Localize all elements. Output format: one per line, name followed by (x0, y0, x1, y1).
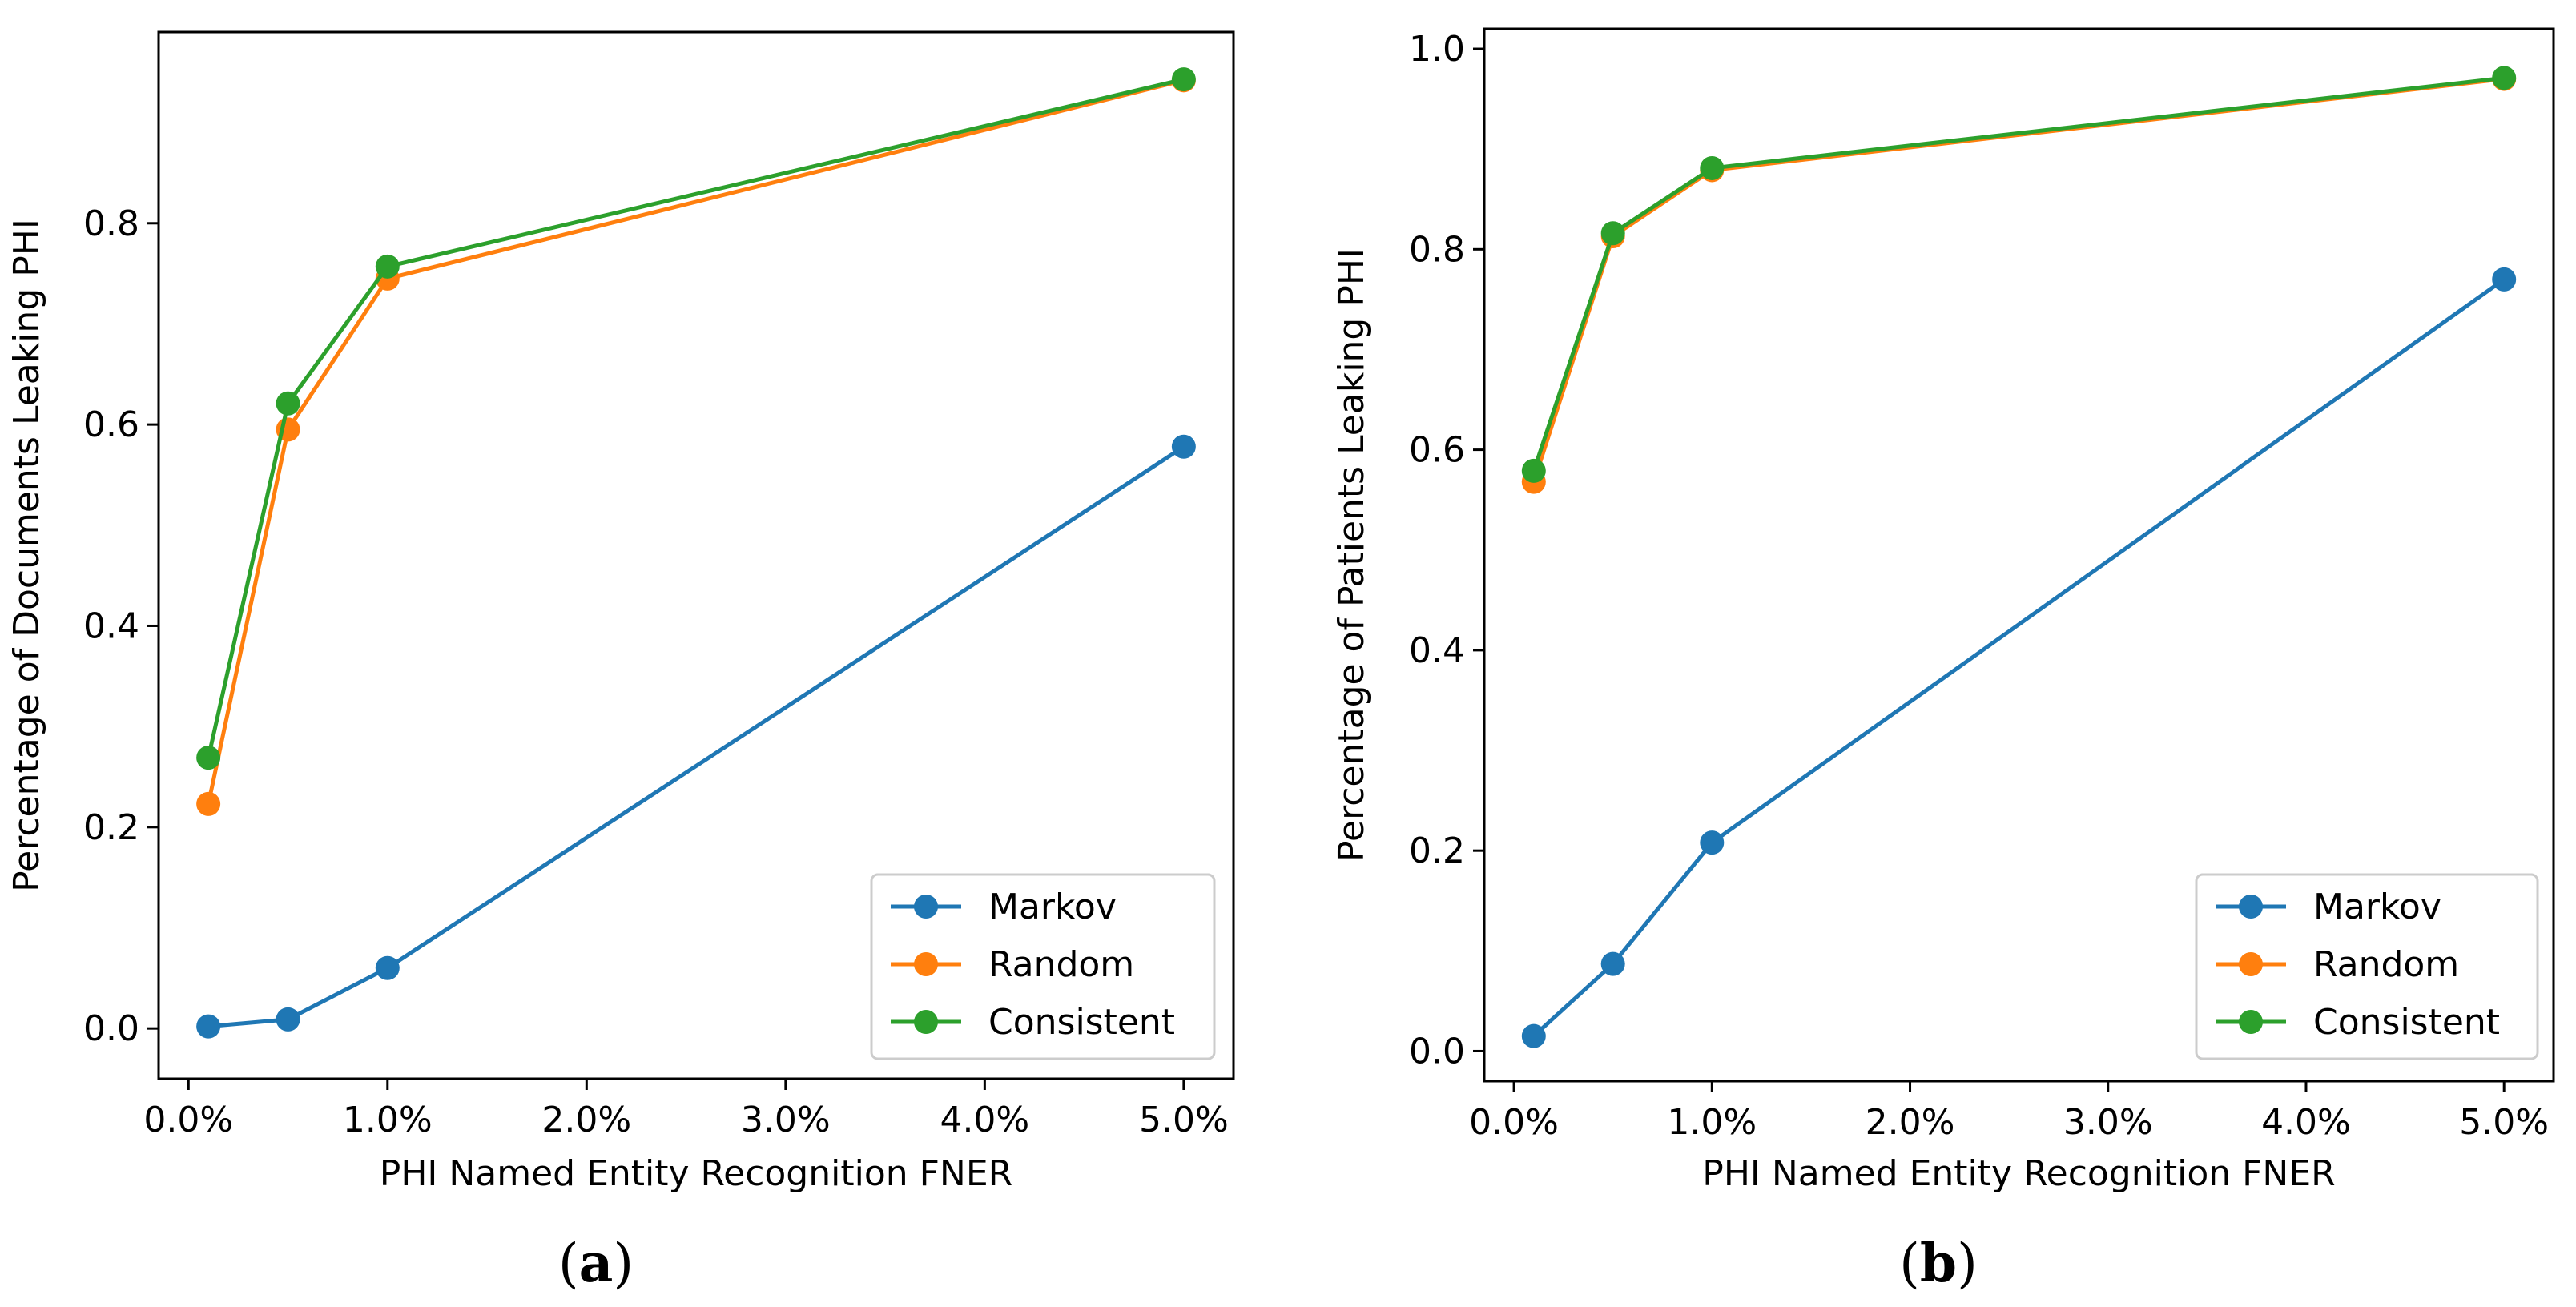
panel-b-ytick-label-1: 0.2 (1409, 830, 1465, 871)
panel-b-caption: (b) (1899, 1232, 1978, 1294)
panel-a-legend-consistent-marker (914, 1010, 938, 1034)
panel-a-xtick-label-0: 0.0% (143, 1100, 233, 1140)
panel-a-series-random-line (206, 78, 1185, 805)
panel-b-series-consistent-line (1532, 75, 2505, 472)
panel-a-ytick-label-0: 0.0 (83, 1008, 139, 1049)
panel-b-xlabel: PHI Named Entity Recognition FNER (1702, 1153, 2335, 1194)
panel-a-series-markov-line (207, 444, 1185, 1029)
panel-b-series-consistent-point-3 (2492, 66, 2517, 90)
panel-a-legend-consistent-label: Consistent (988, 1002, 1175, 1043)
panel-b-xtick-label-2: 2.0% (1866, 1102, 1955, 1143)
panel-b-ytick-label-4: 0.8 (1409, 229, 1465, 270)
panel-a-xlabel: PHI Named Entity Recognition FNER (380, 1153, 1012, 1194)
panel-b-xtick-label-0: 0.0% (1469, 1102, 1559, 1143)
panel-b-series-consistent-point-2 (1700, 155, 1725, 180)
panel-b-series-consistent-point-0 (1521, 458, 1546, 483)
panel-b-ytick-label-3: 0.6 (1409, 430, 1465, 471)
panel-a-ytick-label-4: 0.8 (83, 203, 139, 244)
panel-a-ytick-label-2: 0.4 (83, 605, 139, 646)
panel-a-series-consistent-point-1 (276, 391, 300, 416)
panel-a-legend-random-marker (914, 952, 938, 976)
panel-a-ytick-label-1: 0.2 (83, 807, 139, 848)
panel-a-legend-box (870, 873, 1216, 1060)
panel-b-legend-box (2195, 873, 2539, 1060)
panel-b-xtick-label-4: 4.0% (2261, 1102, 2351, 1143)
panel-b-legend-random-label: Random (2313, 944, 2459, 985)
panel-b-series-markov-point-1 (1600, 951, 1625, 976)
panel-a-caption: (a) (558, 1232, 634, 1294)
panel-b-legend-random-marker (2239, 952, 2263, 976)
panel-a-series-consistent-point-0 (196, 746, 221, 770)
panel-b-legend-markov-label: Markov (2313, 887, 2441, 927)
panel-a-xtick-label-3: 3.0% (741, 1100, 831, 1140)
panel-b: 0.0% 1.0% 2.0% 3.0% 4.0% 5.0% 0.0 0.2 0.4 0.6 0.8 1… (1331, 27, 2555, 1294)
panel-a-axes-frame (157, 30, 1235, 1080)
panel-a-legend-random-label: Random (988, 944, 1134, 985)
panel-a-series-markov-point-2 (375, 955, 400, 980)
panel-a-series-markov-point-0 (196, 1014, 221, 1039)
panel-b-series-markov-point-0 (1521, 1023, 1546, 1048)
panel-b-ytick-label-5: 1.0 (1409, 29, 1465, 70)
panel-a-legend-markov-label: Markov (988, 887, 1117, 927)
panel-b-axes-frame (1483, 27, 2555, 1083)
panel-b-legend-consistent-label: Consistent (2313, 1002, 2500, 1043)
panel-a-ylabel: Percentage of Documents Leaking PHI (6, 219, 47, 892)
panel-a-series-markov-point-3 (1171, 434, 1196, 459)
panel-b-xtick-label-3: 3.0% (2063, 1102, 2153, 1143)
panel-b-series-markov-point-2 (1700, 830, 1725, 855)
panel-b-legend-consistent-marker (2239, 1010, 2263, 1034)
panel-b-series-random-line (1532, 77, 2505, 483)
panel-a-series-markov-point-1 (276, 1007, 300, 1032)
panel-a-series-consistent-point-2 (375, 254, 400, 279)
panel-a-ytick-label-3: 0.6 (83, 404, 139, 445)
panel-a-xtick-label-4: 4.0% (940, 1100, 1029, 1140)
panel-a: 0.0% 1.0% 2.0% 3.0% 4.0% 5.0% 0.0 0.2 0.4 0.6 0.8 P… (6, 30, 1235, 1294)
panel-b-xtick-label-1: 1.0% (1667, 1102, 1757, 1143)
panel-b-series-markov-line (1532, 277, 2506, 1038)
panel-b-ytick-label-0: 0.0 (1409, 1031, 1465, 1072)
panel-a-series-consistent-line (206, 77, 1185, 758)
panel-a-series-random-point-0 (196, 791, 221, 816)
panel-b-ytick-label-2: 0.4 (1409, 630, 1465, 671)
panel-a-xtick-label-1: 1.0% (343, 1100, 433, 1140)
panel-a-xtick-label-2: 2.0% (541, 1100, 631, 1140)
panel-b-series-markov-point-3 (2492, 267, 2517, 292)
panel-a-legend-markov-marker (914, 895, 938, 919)
panel-b-ylabel: Percentage of Patients Leaking PHI (1331, 248, 1372, 862)
panel-a-xtick-label-5: 5.0% (1139, 1100, 1229, 1140)
panel-b-series-consistent-point-1 (1600, 221, 1625, 246)
panel-a-series-consistent-point-3 (1171, 67, 1196, 92)
panel-b-legend-markov-marker (2239, 895, 2263, 919)
panel-b-xtick-label-5: 5.0% (2459, 1102, 2549, 1143)
